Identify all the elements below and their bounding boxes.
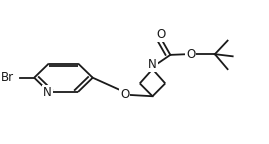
Text: Br: Br bbox=[1, 71, 14, 84]
Text: N: N bbox=[43, 86, 52, 99]
Text: O: O bbox=[120, 88, 129, 101]
Text: O: O bbox=[157, 28, 166, 41]
Text: N: N bbox=[148, 58, 157, 71]
Text: O: O bbox=[186, 48, 195, 61]
